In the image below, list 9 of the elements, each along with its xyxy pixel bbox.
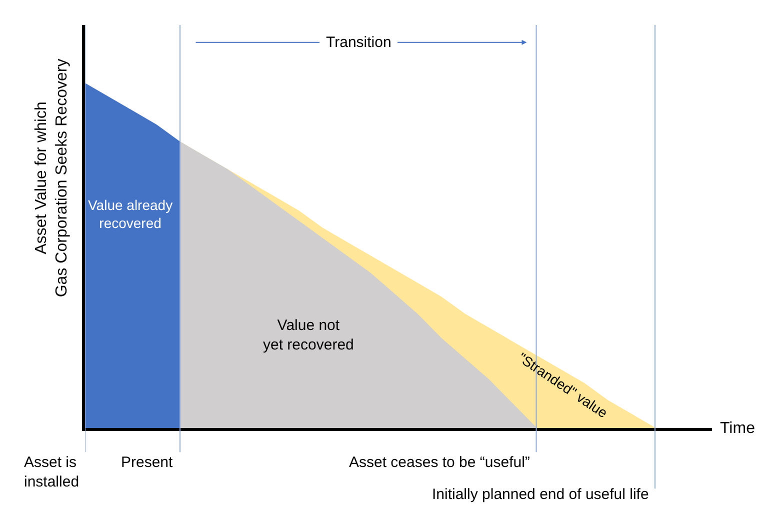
text: Transition xyxy=(326,34,392,51)
text: Present xyxy=(121,454,174,471)
text: Asset ceases to be “useful” xyxy=(349,454,530,471)
text: Initially planned end of useful life xyxy=(432,486,649,503)
series-label: Value already recovered xyxy=(88,197,173,232)
text: Asset is installed xyxy=(24,454,80,490)
x-axis-title: Time xyxy=(720,420,756,437)
y-axis-title: Asset Value for which Gas Corporation Seeks Recovery xyxy=(32,58,71,298)
series-label: Value not yet recovered xyxy=(263,317,354,354)
